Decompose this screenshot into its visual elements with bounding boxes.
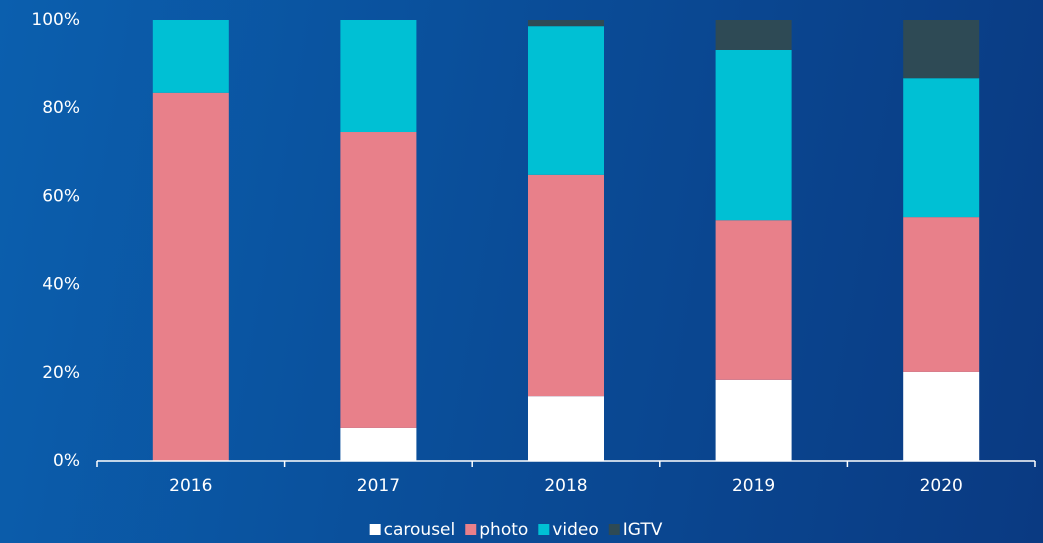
legend-label: video <box>552 520 598 540</box>
legend-swatch <box>369 524 381 535</box>
bar-segment <box>528 396 604 461</box>
bar-segment <box>528 26 604 175</box>
legend-swatch <box>538 524 550 535</box>
bar-segment <box>903 217 980 372</box>
bar-segment <box>528 20 604 27</box>
bar-segment <box>528 174 604 397</box>
y-tick-label: 100% <box>31 10 80 30</box>
legend-swatch <box>608 524 620 535</box>
bar-segment <box>715 379 792 461</box>
x-tick-label: 2017 <box>357 476 400 496</box>
x-tick-label: 2016 <box>169 476 212 496</box>
bar-segment <box>340 20 417 133</box>
bar-segment <box>715 49 792 221</box>
bar-segment <box>715 220 792 380</box>
y-tick-label: 40% <box>42 275 80 295</box>
x-tick-label: 2020 <box>920 476 963 496</box>
bar-segment <box>903 78 980 218</box>
bar-segment <box>715 20 792 50</box>
legend-label: IGTV <box>623 520 663 540</box>
bar-segment <box>152 20 229 93</box>
x-tick-label: 2018 <box>544 476 587 496</box>
bar-segment <box>903 371 980 461</box>
legend-label: photo <box>479 520 528 540</box>
y-tick-label: 80% <box>42 98 80 118</box>
bar-segment <box>903 20 980 79</box>
legend-label: carousel <box>384 520 456 540</box>
y-tick-label: 20% <box>42 363 80 383</box>
y-tick-label: 0% <box>53 451 80 471</box>
bar-segment <box>152 92 229 461</box>
legend-swatch <box>465 524 477 535</box>
y-tick-label: 60% <box>42 186 80 206</box>
bar-segment <box>340 132 417 428</box>
bar-segment <box>340 427 417 461</box>
x-tick-label: 2019 <box>732 476 775 496</box>
